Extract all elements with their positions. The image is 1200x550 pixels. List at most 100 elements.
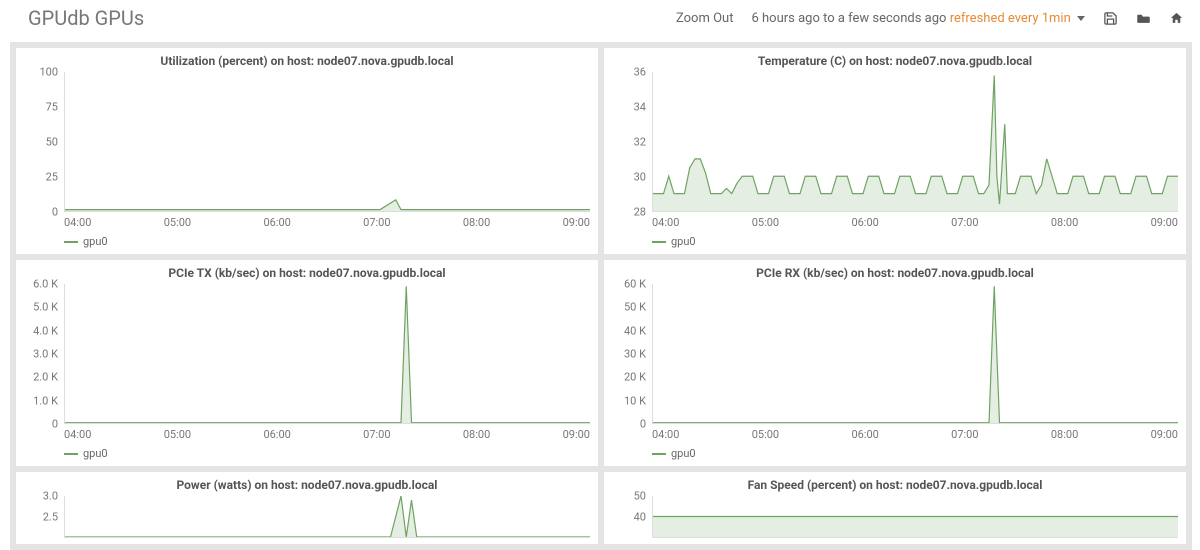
panel-pcierx: PCIe RX (kb/sec) on host: node07.nova.gp…: [604, 260, 1186, 466]
x-tick-label: 07:00: [363, 428, 390, 441]
x-tick-label: 08:00: [1051, 216, 1078, 229]
y-tick-label: 0: [52, 418, 58, 431]
x-tick-label: 05:00: [752, 428, 779, 441]
y-tick-label: 30 K: [624, 348, 646, 361]
chart-area[interactable]: 010 K20 K30 K40 K50 K60 K: [612, 284, 1178, 424]
chart-area[interactable]: 01.0 K2.0 K3.0 K4.0 K5.0 K6.0 K: [24, 284, 590, 424]
chart-area[interactable]: 2830323436: [612, 72, 1178, 212]
y-tick-label: 25: [46, 171, 58, 184]
y-tick-label: 60 K: [624, 278, 646, 291]
y-tick-label: 28: [634, 206, 646, 219]
x-tick-label: 05:00: [752, 216, 779, 229]
x-tick-label: 06:00: [851, 216, 878, 229]
panel-util: Utilization (percent) on host: node07.no…: [16, 48, 598, 254]
y-tick-label: 2.0 K: [33, 371, 58, 384]
y-tick-label: 100: [39, 66, 58, 79]
legend[interactable]: gpu0: [652, 441, 1178, 460]
x-tick-label: 07:00: [951, 428, 978, 441]
time-range-text: 6 hours ago to a few seconds ago: [751, 11, 946, 26]
x-tick-label: 05:00: [164, 428, 191, 441]
x-tick-label: 09:00: [1151, 428, 1178, 441]
dashboard-body: Utilization (percent) on host: node07.no…: [10, 42, 1192, 550]
y-tick-label: 75: [46, 101, 58, 114]
chart-area[interactable]: 4050: [612, 496, 1178, 538]
chart-area[interactable]: 0255075100: [24, 72, 590, 212]
x-tick-label: 07:00: [363, 216, 390, 229]
x-tick-label: 09:00: [563, 216, 590, 229]
y-tick-label: 30: [634, 171, 646, 184]
y-axis: 2830323436: [612, 72, 652, 212]
home-icon[interactable]: [1169, 11, 1184, 26]
legend[interactable]: gpu0: [64, 229, 590, 248]
dashboard-title: GPUdb GPUs: [28, 6, 144, 30]
y-tick-label: 0: [640, 418, 646, 431]
y-tick-label: 32: [634, 136, 646, 149]
x-axis: 04:0005:0006:0007:0008:0009:00: [64, 212, 590, 229]
y-tick-label: 20 K: [624, 371, 646, 384]
y-tick-label: 34: [634, 101, 646, 114]
y-axis: 4050: [612, 496, 652, 538]
x-tick-label: 04:00: [652, 216, 679, 229]
panel-grid: Utilization (percent) on host: node07.no…: [16, 48, 1186, 544]
y-axis: 0255075100: [24, 72, 64, 212]
x-axis: 04:0005:0006:0007:0008:0009:00: [652, 424, 1178, 441]
plot-area[interactable]: [652, 496, 1178, 538]
panel-title: Power (watts) on host: node07.nova.gpudb…: [24, 476, 590, 496]
plot-area[interactable]: [64, 284, 590, 424]
y-tick-label: 1.0 K: [33, 394, 58, 407]
y-tick-label: 6.0 K: [33, 278, 58, 291]
panel-title: Utilization (percent) on host: node07.no…: [24, 52, 590, 72]
legend-swatch: [64, 453, 78, 455]
panel-title: Fan Speed (percent) on host: node07.nova…: [612, 476, 1178, 496]
zoom-out-button[interactable]: Zoom Out: [676, 11, 733, 26]
top-toolbar: GPUdb GPUs Zoom Out 6 hours ago to a few…: [0, 0, 1200, 42]
chart-area[interactable]: 2.53.0: [24, 496, 590, 538]
y-tick-label: 50: [634, 490, 646, 503]
folder-open-icon[interactable]: [1136, 11, 1151, 26]
legend-swatch: [652, 453, 666, 455]
panel-title: PCIe RX (kb/sec) on host: node07.nova.gp…: [612, 264, 1178, 284]
y-axis: 01.0 K2.0 K3.0 K4.0 K5.0 K6.0 K: [24, 284, 64, 424]
x-axis: 04:0005:0006:0007:0008:0009:00: [64, 424, 590, 441]
panel-pcietx: PCIe TX (kb/sec) on host: node07.nova.gp…: [16, 260, 598, 466]
x-tick-label: 04:00: [64, 428, 91, 441]
time-range-picker[interactable]: 6 hours ago to a few seconds ago refresh…: [751, 11, 1085, 26]
y-axis: 2.53.0: [24, 496, 64, 538]
y-tick-label: 4.0 K: [33, 324, 58, 337]
chevron-down-icon: [1077, 16, 1085, 21]
legend-label: gpu0: [83, 447, 108, 460]
x-tick-label: 04:00: [652, 428, 679, 441]
y-tick-label: 50: [46, 136, 58, 149]
save-icon[interactable]: [1103, 11, 1118, 26]
panel-fan: Fan Speed (percent) on host: node07.nova…: [604, 472, 1186, 544]
y-tick-label: 0: [52, 206, 58, 219]
x-tick-label: 09:00: [563, 428, 590, 441]
y-tick-label: 40: [634, 511, 646, 524]
y-tick-label: 50 K: [624, 301, 646, 314]
plot-area[interactable]: [652, 284, 1178, 424]
y-tick-label: 36: [634, 66, 646, 79]
x-tick-label: 05:00: [164, 216, 191, 229]
plot-area[interactable]: [64, 496, 590, 538]
legend-swatch: [652, 241, 666, 243]
y-tick-label: 40 K: [624, 324, 646, 337]
plot-area[interactable]: [64, 72, 590, 212]
panel-temp: Temperature (C) on host: node07.nova.gpu…: [604, 48, 1186, 254]
legend[interactable]: gpu0: [652, 229, 1178, 248]
plot-area[interactable]: [652, 72, 1178, 212]
legend[interactable]: gpu0: [64, 441, 590, 460]
x-tick-label: 08:00: [1051, 428, 1078, 441]
x-tick-label: 08:00: [463, 216, 490, 229]
y-tick-label: 5.0 K: [33, 301, 58, 314]
panel-title: Temperature (C) on host: node07.nova.gpu…: [612, 52, 1178, 72]
panel-title: PCIe TX (kb/sec) on host: node07.nova.gp…: [24, 264, 590, 284]
y-tick-label: 2.5: [43, 511, 58, 524]
x-tick-label: 09:00: [1151, 216, 1178, 229]
legend-label: gpu0: [83, 235, 108, 248]
x-tick-label: 06:00: [263, 216, 290, 229]
x-tick-label: 07:00: [951, 216, 978, 229]
legend-label: gpu0: [671, 235, 696, 248]
y-tick-label: 3.0 K: [33, 348, 58, 361]
legend-swatch: [64, 241, 78, 243]
y-tick-label: 3.0: [43, 490, 58, 503]
